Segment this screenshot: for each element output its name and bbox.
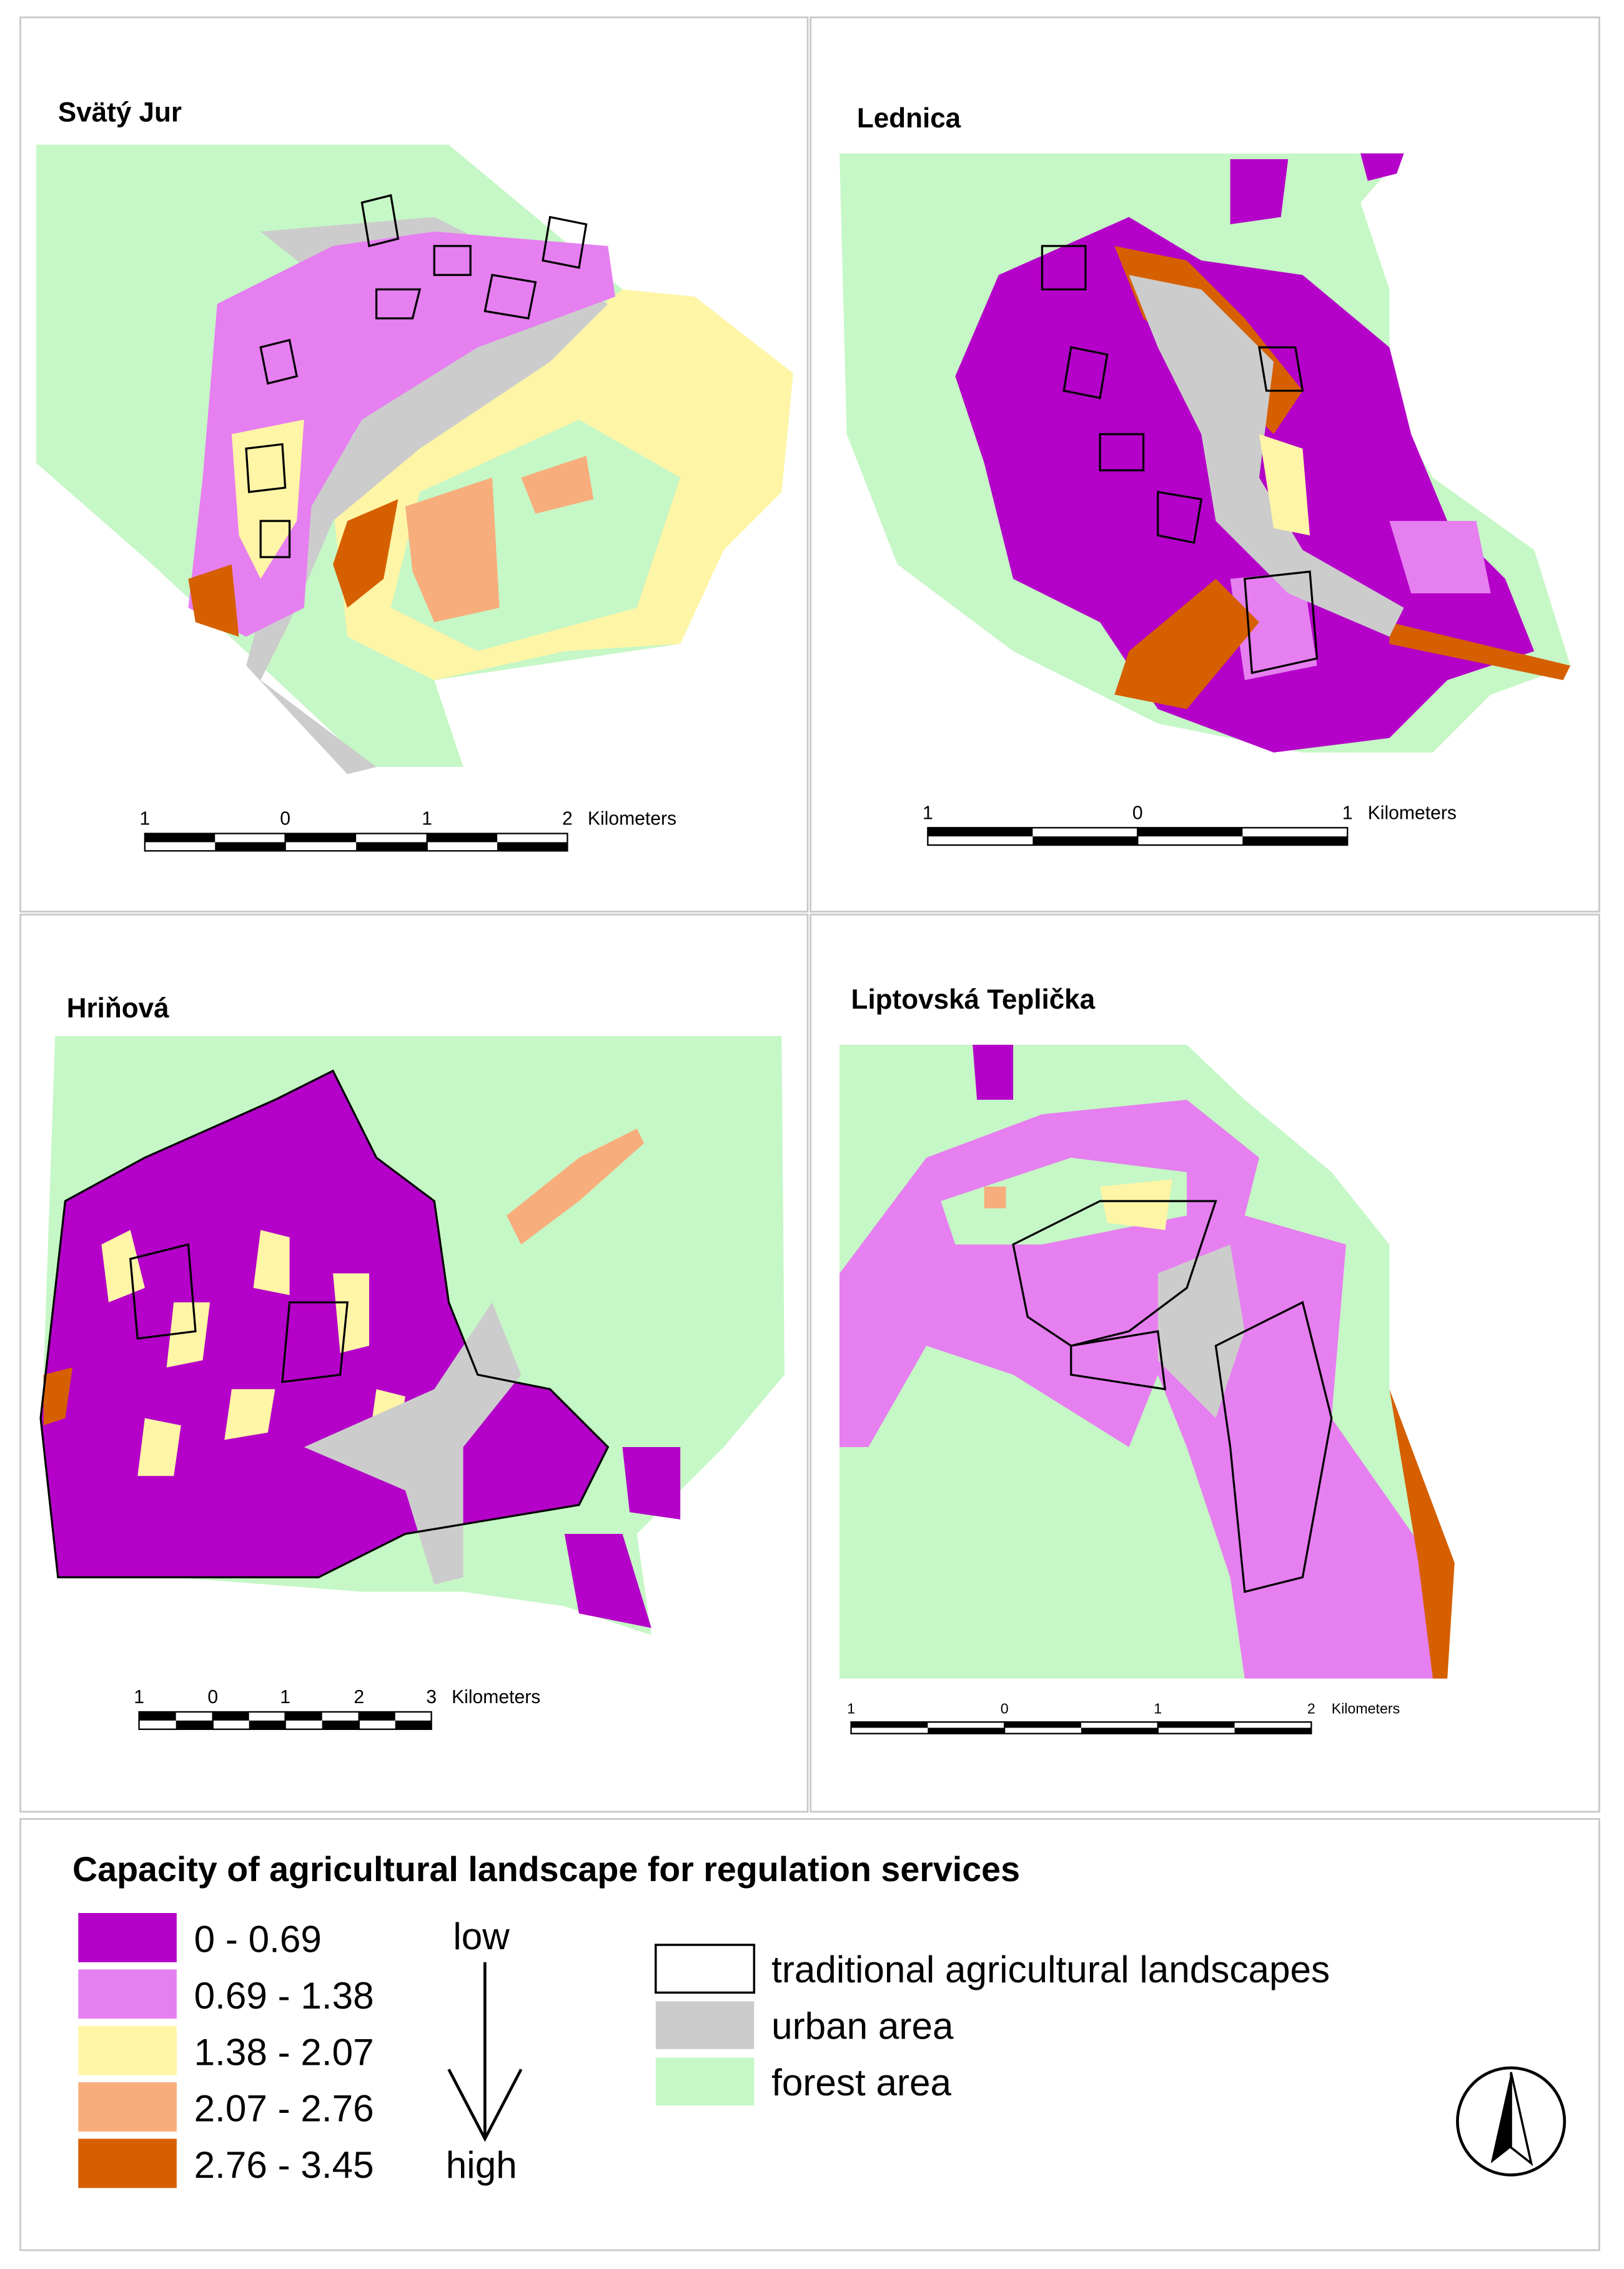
scale-bar [1242,836,1348,846]
legend-title: Capacity of agricultural landscape for r… [72,1850,1020,1889]
scale-bar [215,842,285,851]
legend-arrowhead [447,2069,523,2142]
scale-label: 1 [140,809,151,829]
scale-bar [285,1711,322,1721]
scale-label: 2 [1307,1700,1315,1716]
scale-bar [1234,1728,1312,1734]
scale-label: 2 [354,1687,364,1708]
scale-bar [212,1711,249,1721]
scale-bar [1157,1722,1235,1728]
scale-bar [139,1711,176,1721]
scale-label: 2 [562,809,573,829]
scale-bar [356,842,427,851]
panel-title: Hriňová [67,993,169,1024]
scale-unit: Kilometers [1332,1700,1400,1716]
map-lednica [839,153,1571,753]
scale-label: 0 [280,809,290,829]
legend-swatch [78,2082,177,2132]
scale-label: 1 [847,1700,855,1716]
scale-label: 1 [134,1687,144,1708]
scale-label: 0 [1001,1700,1009,1716]
scale-unit: Kilometers [588,809,676,829]
legend-label: urban area [771,2005,954,2047]
map-svaty-jur [36,144,793,774]
scale-bar [322,1720,359,1729]
scale-bar [1137,828,1243,837]
legend-swatch [655,2001,755,2049]
scale-bar [249,1720,285,1729]
scale-unit: Kilometers [1368,803,1457,823]
scale-bar [1004,1722,1081,1728]
scale-bar [497,842,568,851]
scale-bar [928,828,1033,837]
legend-swatch [655,1944,756,1994]
panel-title: Liptovská Teplička [851,984,1096,1015]
scale-bar [1081,1728,1158,1734]
legend-label: 1.38 - 2.07 [194,2030,374,2073]
scale-label: 1 [422,809,432,829]
scale-label: 1 [1154,1700,1162,1716]
legend-swatch [655,2057,755,2106]
scale-bar [427,833,498,843]
scale-bar [359,1711,395,1721]
legend-label: 0 - 0.69 [194,1918,322,1960]
scale-label: 0 [1132,803,1143,823]
legend-frame [19,1818,1600,2252]
panel-title: Svätý Jur [58,97,182,128]
legend-swatch [78,1969,177,2019]
legend-label: 2.07 - 2.76 [194,2087,374,2130]
legend-low: low [453,1915,510,1957]
panel-title: Lednica [857,103,961,134]
scale-bar [928,1728,1005,1734]
legend-swatch [78,2138,177,2188]
legend-swatch [78,2025,177,2075]
legend-label: 2.76 - 3.45 [194,2143,374,2186]
scale-label: 1 [1342,803,1353,823]
scale-bar [395,1720,432,1729]
legend-label: traditional agricultural landscapes [771,1948,1330,1990]
legend-label: 0.69 - 1.38 [194,1974,374,2017]
map-hrinova [39,1036,785,1636]
scale-label: 0 [207,1687,218,1708]
scale-bar [176,1720,213,1729]
north-arrow [1456,2066,1567,2177]
scale-bar [851,1722,928,1728]
scale-bar [285,833,357,843]
legend-swatch [78,1913,177,1962]
scale-label: 1 [923,803,933,823]
scale-bar [1032,836,1138,846]
scale-label: 1 [280,1687,290,1708]
legend-high: high [446,2143,517,2186]
scale-unit: Kilometers [452,1687,540,1708]
map-liptovska-teplicka [839,1044,1455,1679]
legend-label: forest area [771,2061,951,2103]
scale-label: 3 [426,1687,437,1708]
scale-bar [144,833,215,843]
